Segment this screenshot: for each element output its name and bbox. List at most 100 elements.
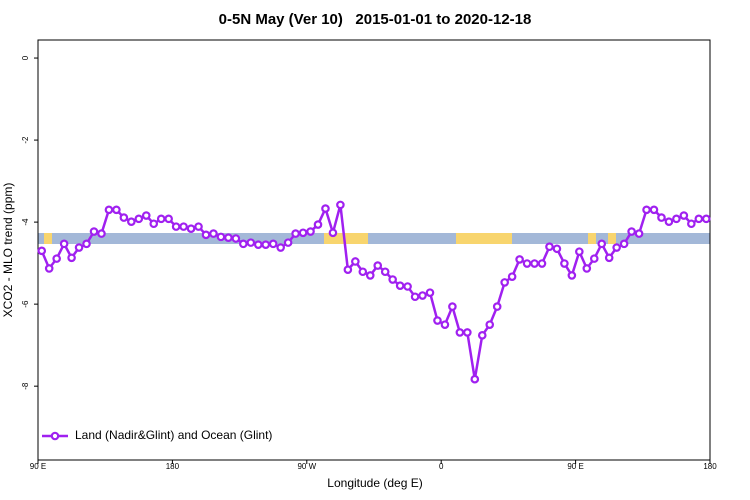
data-point bbox=[44, 264, 54, 273]
data-point bbox=[687, 219, 696, 229]
data-point bbox=[552, 244, 562, 254]
data-point bbox=[276, 243, 285, 252]
data-point bbox=[336, 200, 345, 210]
data-point bbox=[410, 292, 420, 302]
data-point bbox=[104, 205, 114, 215]
data-point bbox=[575, 247, 584, 256]
data-point bbox=[313, 220, 323, 229]
data-point bbox=[112, 205, 121, 215]
data-point bbox=[649, 205, 659, 215]
data-point bbox=[306, 227, 315, 236]
data-point bbox=[492, 302, 502, 311]
data-point bbox=[627, 227, 636, 236]
land-band bbox=[324, 233, 368, 244]
data-point bbox=[388, 275, 397, 284]
x-tick-label: 180 bbox=[703, 462, 717, 471]
data-point bbox=[604, 253, 614, 263]
x-tick-label: 0 bbox=[439, 462, 444, 471]
plot-frame bbox=[37, 39, 711, 461]
data-point bbox=[97, 229, 106, 238]
data-point bbox=[365, 271, 375, 280]
chart-title: 0-5N May (Ver 10) 2015-01-01 to 2020-12-… bbox=[219, 11, 532, 28]
data-point bbox=[560, 259, 569, 268]
x-axis-label: Longitude (deg E) bbox=[327, 476, 422, 490]
surface-band bbox=[38, 233, 710, 244]
data-point bbox=[134, 214, 144, 224]
data-point bbox=[141, 211, 151, 220]
data-point bbox=[224, 233, 233, 242]
data-point bbox=[545, 242, 554, 252]
data-point bbox=[89, 227, 99, 236]
data-point bbox=[179, 222, 188, 231]
data-point bbox=[425, 288, 435, 297]
data-point bbox=[418, 291, 427, 300]
data-point bbox=[261, 240, 271, 249]
legend-label: Land (Nadir&Glint) and Ocean (Glint) bbox=[75, 428, 272, 442]
data-point bbox=[440, 320, 450, 329]
data-point bbox=[634, 229, 644, 238]
land-band bbox=[44, 233, 52, 244]
data-point bbox=[463, 328, 472, 337]
data-point bbox=[358, 267, 368, 277]
data-point bbox=[216, 232, 226, 242]
y-axis-label: XCO2 - MLO trend (ppm) bbox=[1, 183, 15, 318]
data-point bbox=[351, 257, 360, 266]
data-point bbox=[612, 243, 621, 252]
data-point bbox=[477, 331, 487, 340]
y-tick-label: -4 bbox=[21, 218, 30, 226]
data-point bbox=[619, 239, 629, 249]
data-point bbox=[373, 261, 383, 270]
y-tick-label: -2 bbox=[21, 136, 30, 144]
data-point bbox=[694, 214, 704, 224]
data-point bbox=[522, 259, 532, 268]
land-band bbox=[588, 233, 596, 244]
data-point bbox=[672, 214, 681, 224]
data-point bbox=[291, 229, 300, 238]
data-point bbox=[186, 224, 196, 233]
data-point bbox=[201, 230, 211, 240]
data-point bbox=[119, 213, 129, 222]
land-band bbox=[456, 233, 512, 244]
land-band bbox=[608, 233, 616, 244]
data-point bbox=[328, 228, 338, 238]
data-point bbox=[448, 302, 457, 311]
data-point bbox=[343, 265, 353, 274]
data-point bbox=[74, 243, 84, 252]
data-point bbox=[664, 217, 674, 226]
data-point bbox=[82, 239, 91, 249]
data-point bbox=[171, 222, 181, 231]
data-point bbox=[537, 259, 547, 268]
data-point bbox=[515, 255, 524, 264]
data-point bbox=[403, 282, 412, 291]
x-tick-label: 90 E bbox=[30, 462, 46, 471]
data-point bbox=[268, 239, 278, 249]
legend-marker bbox=[50, 431, 60, 441]
data-point bbox=[156, 214, 166, 224]
data-point bbox=[657, 213, 666, 222]
data-point bbox=[395, 281, 405, 290]
data-point bbox=[194, 222, 203, 231]
data-point bbox=[500, 278, 509, 287]
data-point bbox=[209, 229, 218, 238]
data-point bbox=[597, 239, 607, 249]
series-line bbox=[40, 204, 707, 380]
y-tick-label: 0 bbox=[21, 55, 30, 60]
data-point bbox=[253, 240, 263, 249]
y-tick-label: -6 bbox=[21, 300, 30, 308]
data-point bbox=[283, 238, 293, 247]
data-point bbox=[530, 259, 539, 268]
data-point bbox=[239, 239, 248, 249]
data-point bbox=[485, 320, 495, 329]
ocean-band bbox=[38, 233, 710, 244]
data-point bbox=[701, 214, 711, 224]
data-point bbox=[37, 246, 47, 256]
data-point bbox=[298, 228, 308, 238]
data-point bbox=[380, 267, 390, 277]
data-point bbox=[164, 214, 173, 224]
x-tick-label: 90 W bbox=[297, 462, 316, 471]
data-point bbox=[589, 254, 599, 263]
data-point bbox=[567, 271, 577, 280]
data-point bbox=[507, 272, 517, 281]
data-point bbox=[679, 211, 689, 220]
data-point bbox=[455, 328, 465, 337]
